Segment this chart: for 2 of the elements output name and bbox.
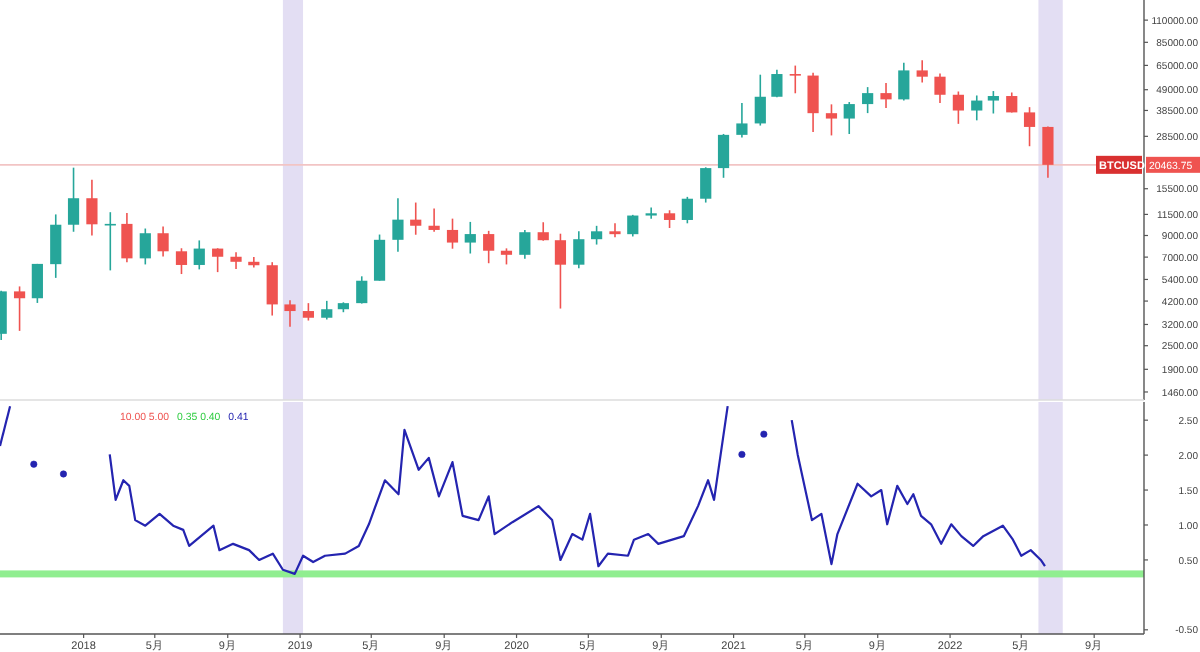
line-series: [790, 419, 1047, 568]
line-series: [108, 405, 729, 575]
